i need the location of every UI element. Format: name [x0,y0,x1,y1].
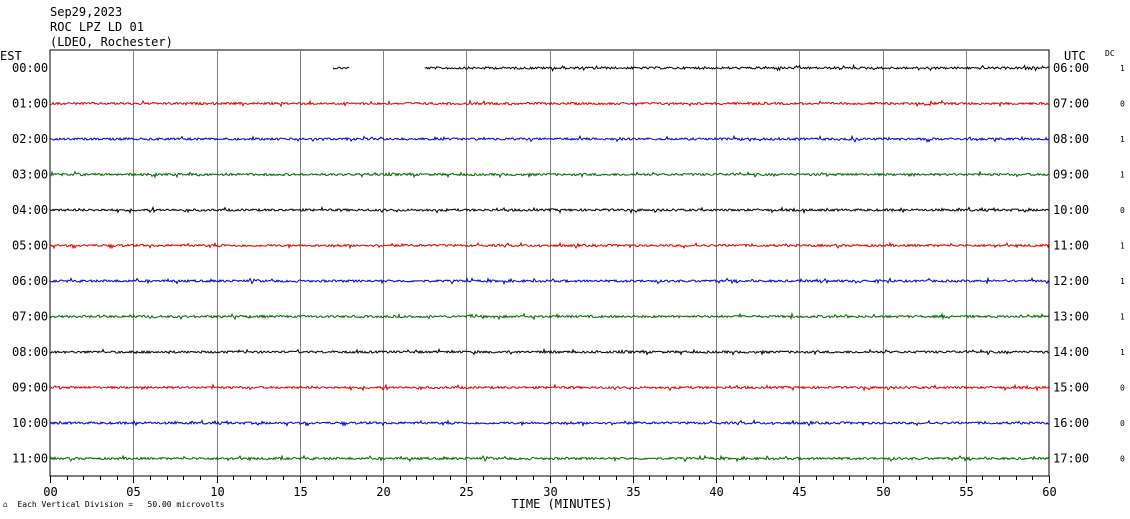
right-timezone-label: UTC [1064,49,1086,63]
row-label-utc: 14:00 [1053,345,1089,359]
x-tick-label: 50 [876,485,890,499]
row-label-est: 01:00 [12,97,48,111]
x-tick-label: 30 [543,485,557,499]
row-dc-value: 1 [1120,64,1125,73]
seismic-trace [49,347,1050,356]
seismic-trace [332,66,350,70]
row-label-utc: 16:00 [1053,416,1089,430]
seismic-trace [49,312,1050,321]
row-label-group: 00:00 06:00 1 01:00 07:00 0 02:00 08:00 1 03:00 09… [12,61,1125,466]
seismic-trace [49,134,1050,143]
x-tick-label: 05 [126,485,140,499]
x-tick-label: 15 [293,485,307,499]
row-label-est: 02:00 [12,132,48,146]
row-dc-value: 0 [1120,100,1125,109]
row-label-utc: 10:00 [1053,203,1089,217]
seismic-trace [50,205,1050,215]
x-tick-label: 60 [1042,485,1056,499]
row-label-utc: 12:00 [1053,274,1089,288]
x-tick-label: 55 [959,485,973,499]
x-tick-label: 00 [43,485,57,499]
seismic-trace [49,170,1049,179]
row-label-utc: 08:00 [1053,132,1089,146]
x-tick-group: 00 05 10 15 20 25 30 35 40 45 50 55 60 [43,476,1057,499]
row-dc-value: 1 [1120,171,1125,180]
row-label-est: 08:00 [12,345,48,359]
row-dc-value: 1 [1120,348,1125,357]
row-label-est: 03:00 [12,168,48,182]
row-label-est: 09:00 [12,381,48,395]
header-network: (LDEO, Rochester) [50,35,173,49]
plot-frame [49,49,1050,477]
row-dc-value: 0 [1120,206,1125,215]
seismic-trace [49,276,1050,286]
row-label-est: 04:00 [12,203,48,217]
row-dc-value: 0 [1120,419,1125,428]
row-dc-value: 1 [1120,313,1125,322]
x-axis-label: TIME (MINUTES) [511,497,612,511]
row-label-utc: 06:00 [1053,61,1089,75]
seismic-trace [49,418,1049,428]
row-label-utc: 09:00 [1053,168,1089,182]
footer-mark: ⌂ [3,500,8,509]
grid-lines [49,49,1050,477]
row-label-est: 07:00 [12,310,48,324]
x-tick-label: 20 [376,485,390,499]
seismic-trace [49,99,1050,108]
footer-scale-note: ⌂ Each Vertical Division = 50.00 microvo… [3,501,225,509]
row-label-est: 11:00 [12,452,48,466]
row-dc-value: 0 [1120,455,1125,464]
row-label-utc: 11:00 [1053,239,1089,253]
seismic-trace [424,63,1049,72]
row-dc-value: 1 [1120,242,1125,251]
left-timezone-label: EST [0,49,22,63]
dc-label: DC [1105,49,1115,58]
seismic-trace [49,454,1050,463]
footer-scale-text: Each Vertical Division = 50.00 microvolt… [17,500,225,509]
row-label-utc: 17:00 [1053,452,1089,466]
seismic-trace [49,383,1050,392]
row-label-est: 00:00 [12,61,48,75]
row-label-est: 05:00 [12,239,48,253]
row-dc-value: 0 [1120,384,1125,393]
trace-group [49,63,1050,463]
x-tick-label: 35 [626,485,640,499]
seismic-trace [49,241,1050,250]
x-tick-label: 40 [709,485,723,499]
row-label-utc: 15:00 [1053,381,1089,395]
x-tick-label: 10 [210,485,224,499]
row-label-est: 10:00 [12,416,48,430]
header-station: ROC LPZ LD 01 [50,20,144,34]
x-tick-label: 25 [459,485,473,499]
row-label-utc: 07:00 [1053,97,1089,111]
row-dc-value: 1 [1120,135,1125,144]
row-label-est: 06:00 [12,274,48,288]
header-date: Sep29,2023 [50,5,123,19]
row-dc-value: 1 [1120,277,1125,286]
row-label-utc: 13:00 [1053,310,1089,324]
x-tick-label: 45 [792,485,806,499]
